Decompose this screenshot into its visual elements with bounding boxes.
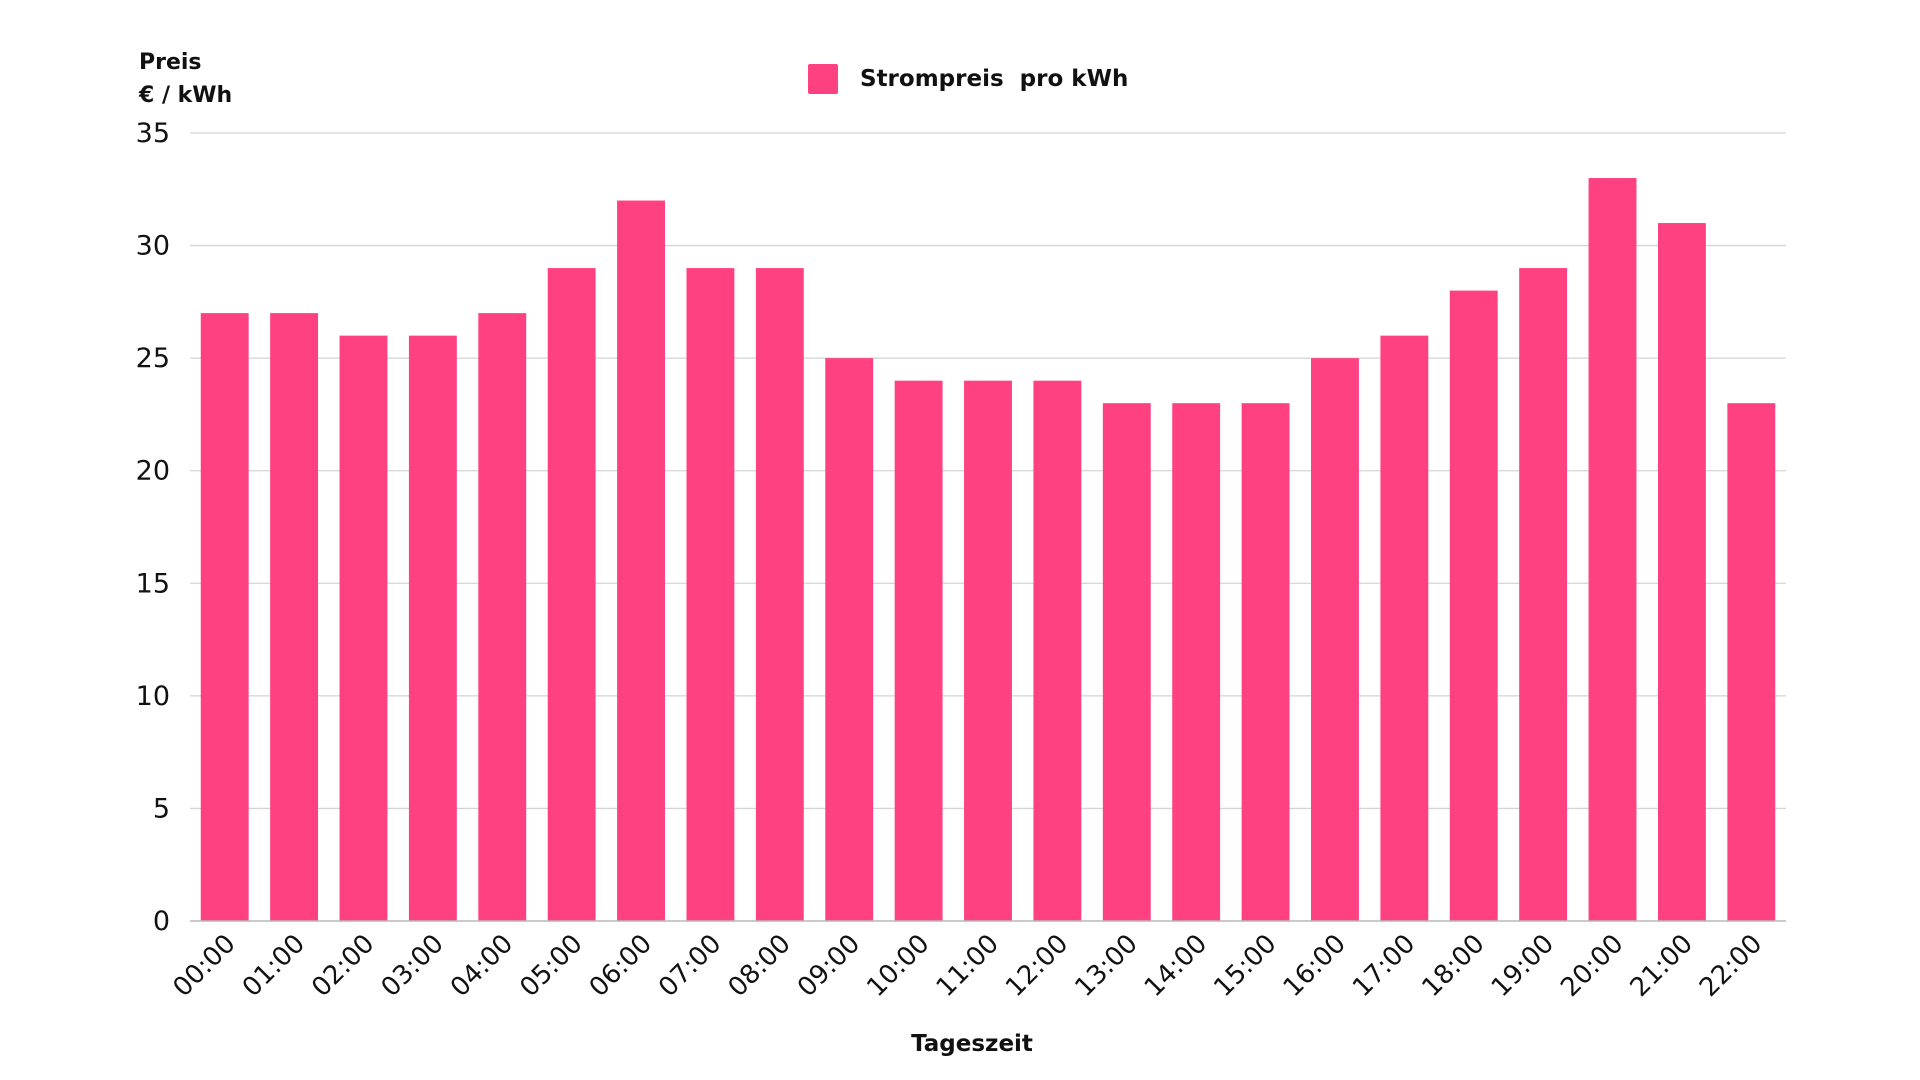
bar-2200 bbox=[1727, 403, 1776, 922]
bar-1900 bbox=[1519, 268, 1568, 922]
x-tick-label: 21:00 bbox=[1625, 929, 1699, 1003]
y-tick-label: 10 bbox=[136, 681, 170, 712]
x-tick-label: 08:00 bbox=[723, 929, 797, 1003]
x-axis-ticks: 00:0001:0002:0003:0004:0005:0006:0007:00… bbox=[167, 929, 1768, 1003]
x-tick-label: 17:00 bbox=[1347, 929, 1421, 1003]
x-tick-label: 02:00 bbox=[306, 929, 380, 1003]
x-tick-label: 05:00 bbox=[514, 929, 588, 1003]
x-tick-label: 09:00 bbox=[792, 929, 866, 1003]
bar-2100 bbox=[1657, 223, 1706, 922]
bar-0200 bbox=[339, 335, 388, 922]
y-tick-label: 20 bbox=[136, 456, 170, 487]
y-axis-label-line-2: € / kWh bbox=[138, 83, 232, 108]
bar-0000 bbox=[200, 313, 249, 922]
x-tick-label: 12:00 bbox=[1000, 929, 1074, 1003]
y-tick-label: 0 bbox=[153, 906, 170, 937]
x-tick-label: 04:00 bbox=[445, 929, 519, 1003]
y-tick-label: 30 bbox=[136, 231, 170, 262]
y-tick-label: 15 bbox=[136, 568, 170, 599]
x-tick-label: 22:00 bbox=[1694, 929, 1768, 1003]
y-tick-label: 5 bbox=[153, 793, 170, 824]
x-axis-title: Tageszeit bbox=[911, 1031, 1033, 1057]
x-tick-label: 06:00 bbox=[584, 929, 658, 1003]
bars bbox=[200, 178, 1776, 922]
bar-1600 bbox=[1311, 358, 1359, 922]
bar-1500 bbox=[1241, 403, 1290, 922]
x-tick-label: 00:00 bbox=[167, 929, 241, 1003]
legend: Strompreis pro kWh bbox=[808, 64, 1128, 94]
y-tick-label: 35 bbox=[136, 118, 170, 149]
bar-1100 bbox=[964, 380, 1012, 922]
bar-0600 bbox=[617, 200, 665, 922]
x-tick-label: 19:00 bbox=[1486, 929, 1560, 1003]
x-tick-label: 03:00 bbox=[376, 929, 450, 1003]
x-tick-label: 11:00 bbox=[931, 929, 1005, 1003]
x-tick-label: 10:00 bbox=[861, 929, 935, 1003]
x-tick-label: 16:00 bbox=[1278, 929, 1352, 1003]
bar-1000 bbox=[894, 380, 943, 922]
x-tick-label: 01:00 bbox=[237, 929, 311, 1003]
x-tick-label: 20:00 bbox=[1555, 929, 1629, 1003]
y-axis-ticks: 0 5 10 15 20 25 30 35 bbox=[136, 118, 170, 937]
bar-1200 bbox=[1033, 380, 1082, 922]
bar-1300 bbox=[1102, 403, 1151, 922]
x-tick-label: 14:00 bbox=[1139, 929, 1213, 1003]
bar-0900 bbox=[825, 358, 874, 922]
bar-0800 bbox=[755, 268, 804, 922]
x-tick-label: 15:00 bbox=[1208, 929, 1282, 1003]
x-tick-label: 18:00 bbox=[1416, 929, 1490, 1003]
y-axis-label-line-1: Preis bbox=[139, 50, 202, 75]
bar-0700 bbox=[686, 268, 735, 922]
bar-0300 bbox=[408, 335, 457, 922]
legend-swatch bbox=[808, 64, 838, 94]
legend-label: Strompreis pro kWh bbox=[860, 66, 1128, 92]
x-tick-label: 13:00 bbox=[1070, 929, 1144, 1003]
bar-0100 bbox=[270, 313, 319, 922]
bar-1700 bbox=[1380, 335, 1429, 922]
bar-0500 bbox=[547, 268, 596, 922]
bar-1400 bbox=[1172, 403, 1221, 922]
x-tick-label: 07:00 bbox=[653, 929, 727, 1003]
bar-0400 bbox=[478, 313, 527, 922]
bar-1800 bbox=[1449, 290, 1498, 922]
y-tick-label: 25 bbox=[136, 343, 170, 374]
bar-2000 bbox=[1588, 178, 1637, 921]
